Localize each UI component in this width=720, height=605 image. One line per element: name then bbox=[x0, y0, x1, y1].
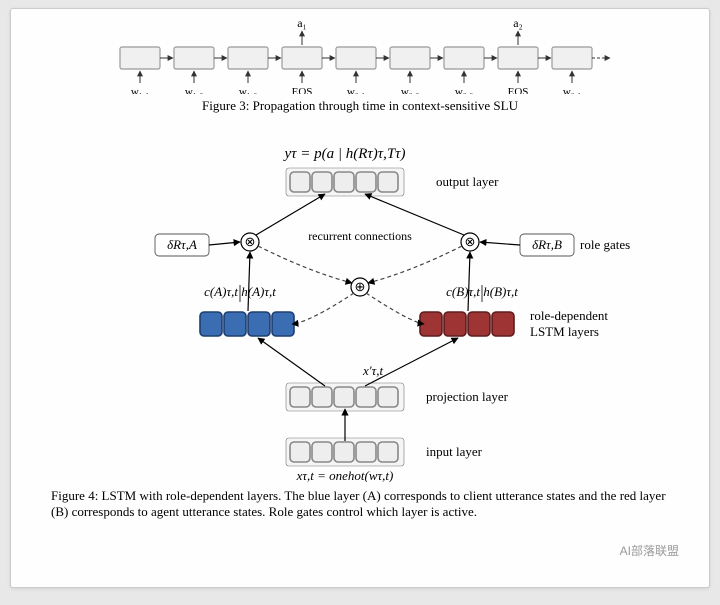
svg-text:⊗: ⊗ bbox=[465, 234, 476, 249]
svg-text:w₁,₂: w₁,₂ bbox=[185, 86, 204, 94]
svg-text:EOS: EOS bbox=[292, 86, 313, 94]
svg-text:w₂,₂: w₂,₂ bbox=[401, 86, 420, 94]
svg-text:a₂: a₂ bbox=[513, 19, 523, 30]
svg-text:δRτ,A: δRτ,A bbox=[167, 237, 197, 252]
svg-text:⊕: ⊕ bbox=[355, 279, 366, 294]
figure-4: output layer role-dependentLSTM layers pro… bbox=[31, 122, 689, 482]
paper-page: w₁,₁w₁,₂w₁,₃EOSa₁w₂,₁w₂,₂w₂,₃EOSa₂w₃,₁… … bbox=[10, 8, 710, 588]
figure-3: w₁,₁w₁,₂w₁,₃EOSa₁w₂,₁w₂,₂w₂,₃EOSa₂w₃,₁… … bbox=[31, 19, 689, 122]
figure-4-caption: Figure 4: LSTM with role-dependent layer… bbox=[51, 488, 669, 521]
svg-text:output layer: output layer bbox=[436, 174, 499, 189]
svg-text:x′τ,t: x′τ,t bbox=[362, 363, 384, 378]
figure-4-diagram: output layer role-dependentLSTM layers pro… bbox=[90, 122, 630, 482]
svg-text:⊗: ⊗ bbox=[245, 234, 256, 249]
svg-text:w₂,₃: w₂,₃ bbox=[455, 86, 474, 94]
svg-text:δRτ,B: δRτ,B bbox=[532, 237, 562, 252]
svg-text:yτ = p(a | h(Rτ)τ,Tτ): yτ = p(a | h(Rτ)τ,Tτ) bbox=[282, 146, 405, 162]
svg-text:input layer: input layer bbox=[426, 444, 483, 459]
svg-text:xτ,t = onehot(wτ,t): xτ,t = onehot(wτ,t) bbox=[296, 468, 394, 482]
svg-text:a₁: a₁ bbox=[297, 19, 307, 30]
svg-text:projection layer: projection layer bbox=[426, 389, 509, 404]
svg-text:w₂,₁: w₂,₁ bbox=[347, 86, 366, 94]
svg-text:role-dependent: role-dependent bbox=[530, 308, 608, 323]
figure-3-diagram: w₁,₁w₁,₂w₁,₃EOSa₁w₂,₁w₂,₂w₂,₃EOSa₂w₃,₁… bbox=[100, 19, 620, 94]
svg-text:LSTM layers: LSTM layers bbox=[530, 324, 599, 339]
svg-text:EOS: EOS bbox=[508, 86, 529, 94]
svg-text:role gates: role gates bbox=[580, 237, 630, 252]
watermark-text: AI部落联盟 bbox=[620, 542, 679, 559]
svg-text:w₃,₁: w₃,₁ bbox=[563, 86, 582, 94]
svg-text:recurrent connections: recurrent connections bbox=[308, 229, 412, 243]
figure-3-caption: Figure 3: Propagation through time in co… bbox=[202, 98, 518, 114]
svg-text:w₁,₃: w₁,₃ bbox=[239, 86, 258, 94]
svg-text:w₁,₁: w₁,₁ bbox=[131, 86, 150, 94]
